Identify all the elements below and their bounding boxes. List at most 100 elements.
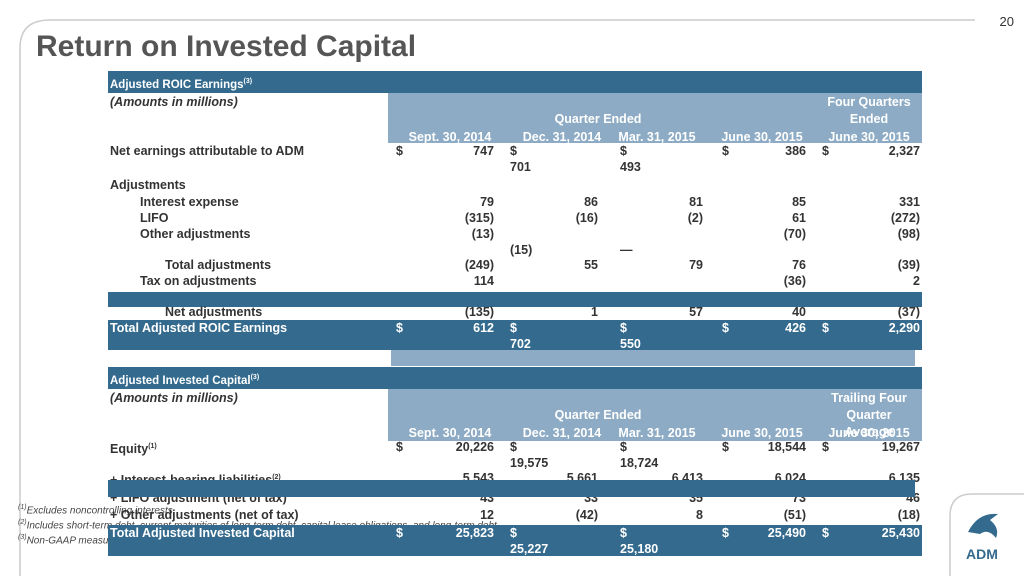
- cell-value: 493: [620, 160, 641, 174]
- cell-value: 2: [913, 274, 920, 288]
- footnote-mark: (1): [18, 504, 27, 511]
- cell-value: 114: [473, 274, 494, 288]
- cell-value: 86: [584, 195, 598, 209]
- cell-value: 25,490: [767, 526, 806, 540]
- column-group: Quarter Ended: [554, 408, 642, 422]
- cell-value: —: [620, 243, 633, 257]
- units: (Amounts in millions): [110, 391, 238, 405]
- currency-sign: $: [396, 144, 403, 158]
- cell-value: 1: [591, 305, 598, 319]
- superscript: (3): [250, 374, 260, 381]
- row-label: Other adjustments: [140, 227, 251, 241]
- cell-value: 19,575: [510, 456, 549, 470]
- currency-sign: $: [722, 321, 729, 335]
- row-label: Interest expense: [140, 195, 239, 209]
- column-header-bar: [388, 389, 922, 441]
- caption-bar: [108, 367, 922, 389]
- row-label: Total adjustments: [165, 258, 272, 272]
- column-header: June 30, 2015: [828, 426, 910, 440]
- cell-value: 20,226: [455, 440, 494, 454]
- currency-sign: $: [822, 321, 829, 335]
- currency-sign: $: [620, 526, 627, 540]
- currency-sign: $: [396, 440, 403, 454]
- footnote-mark: (2): [18, 519, 27, 526]
- currency-sign: $: [722, 526, 729, 540]
- cell-value: (135): [464, 305, 494, 319]
- cell-value: 55: [584, 258, 598, 272]
- column-header: Dec. 31, 2014: [522, 426, 602, 440]
- cell-value: (16): [575, 211, 598, 225]
- currency-sign: $: [722, 144, 729, 158]
- cell-value: 79: [480, 195, 494, 209]
- cell-value: (249): [464, 258, 494, 272]
- overlay-bar: [108, 480, 915, 497]
- superscript: (2): [272, 474, 281, 481]
- currency-sign: $: [620, 144, 627, 158]
- cell-value: 2,290: [888, 321, 920, 335]
- cell-value: 18,544: [767, 440, 806, 454]
- column-header: June 30, 2015: [828, 130, 910, 144]
- cell-value: 8: [696, 508, 703, 522]
- currency-sign: $: [396, 321, 403, 335]
- logo-text: ADM: [966, 546, 998, 562]
- cell-value: 40: [792, 305, 806, 319]
- footnote: (1)Excludes noncontrolling interests: [18, 504, 173, 516]
- column-header: Sept. 30, 2014: [408, 130, 492, 144]
- cell-value: 25,227: [510, 542, 549, 556]
- cell-value: (272): [890, 211, 920, 225]
- cell-value: (98): [897, 227, 920, 241]
- cell-value: 85: [792, 195, 806, 209]
- row-label: + Other adjustments (net of tax): [110, 508, 299, 522]
- caption-bar: [108, 71, 922, 93]
- currency-sign: $: [510, 526, 517, 540]
- cell-value: 550: [620, 337, 641, 351]
- currency-sign: $: [396, 526, 403, 540]
- table-caption: Adjusted Invested Capital(3): [110, 374, 260, 387]
- footnote: (3)Non-GAAP measure: [18, 534, 117, 546]
- cell-value: 61: [792, 211, 806, 225]
- cell-value: (2): [687, 211, 703, 225]
- footnote-text: Non-GAAP measure: [26, 535, 118, 547]
- total-bar: [108, 320, 922, 350]
- column-header: Mar. 31, 2015: [618, 130, 696, 144]
- total-bar: [108, 525, 922, 556]
- page-number: 20: [999, 14, 1014, 29]
- row-label: Net adjustments: [165, 305, 263, 319]
- table-caption: Adjusted ROIC Earnings(3): [110, 78, 253, 91]
- cell-value: 386: [785, 144, 806, 158]
- column-group: Quarter Ended: [554, 112, 642, 126]
- column-header-bar: [388, 93, 922, 143]
- cell-value: (18): [897, 508, 920, 522]
- cell-value: 747: [473, 144, 494, 158]
- cell-value: (36): [783, 274, 806, 288]
- row-label: LIFO: [140, 211, 169, 225]
- currency-sign: $: [510, 144, 517, 158]
- cell-value: 57: [689, 305, 703, 319]
- cell-value: (13): [471, 227, 494, 241]
- row-label: Equity(1): [110, 442, 157, 457]
- cell-value: 701: [510, 160, 531, 174]
- cell-value: 25,823: [455, 526, 494, 540]
- column-header: Sept. 30, 2014: [408, 426, 492, 440]
- currency-sign: $: [822, 440, 829, 454]
- cell-value: 426: [785, 321, 806, 335]
- cell-value: 25,180: [620, 542, 659, 556]
- cell-value: 81: [689, 195, 703, 209]
- cell-value: 19,267: [881, 440, 920, 454]
- superscript: (1): [148, 443, 157, 450]
- superscript: (3): [243, 78, 253, 85]
- currency-sign: $: [620, 440, 627, 454]
- currency-sign: $: [722, 440, 729, 454]
- units: (Amounts in millions): [110, 95, 238, 109]
- footnote-text: Excludes noncontrolling interests: [26, 505, 173, 517]
- row-label: Total Adjusted Invested Capital: [110, 526, 295, 540]
- column-header: Mar. 31, 2015: [618, 426, 696, 440]
- row-label: Adjustments: [110, 178, 186, 192]
- cell-value: 18,724: [620, 456, 659, 470]
- separator-bar: [108, 292, 922, 307]
- gap-bar: [391, 350, 915, 366]
- cell-value: 2,327: [888, 144, 920, 158]
- cell-value: 76: [792, 258, 806, 272]
